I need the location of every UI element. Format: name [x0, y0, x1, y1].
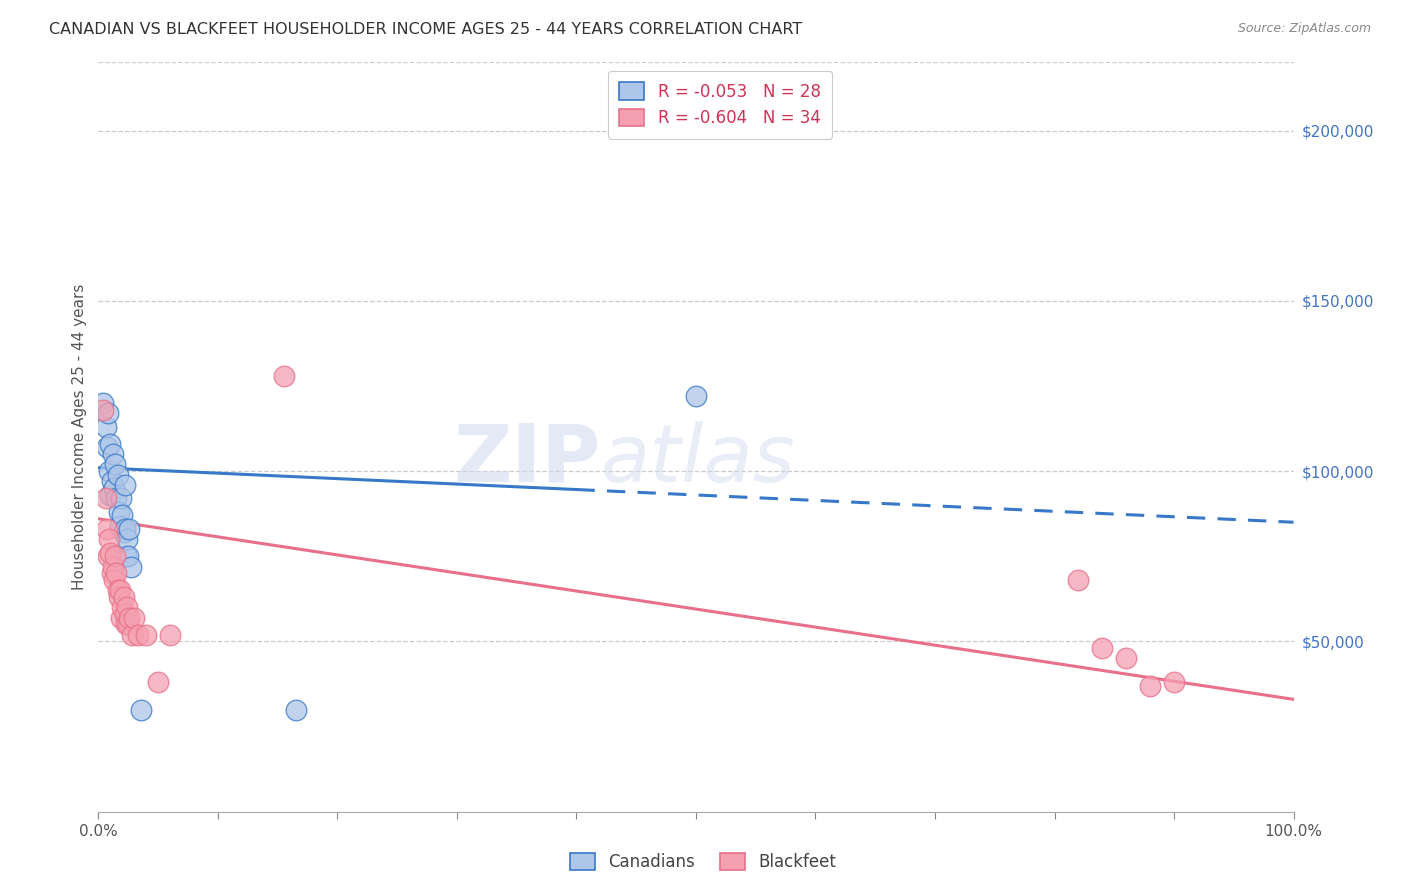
Point: [97, 406, 120, 420]
Point: [685, 389, 707, 403]
Point: [108, 583, 131, 598]
Point: [112, 590, 135, 604]
Point: [104, 549, 127, 564]
Point: [98, 546, 122, 560]
Point: [1091, 641, 1114, 656]
Point: [107, 467, 129, 482]
Point: [94, 491, 117, 506]
Point: [103, 481, 125, 495]
Point: [91, 402, 114, 417]
Point: [91, 396, 114, 410]
Point: [96, 440, 118, 454]
Point: [98, 437, 122, 451]
Point: [1115, 651, 1137, 665]
Point: [115, 617, 138, 632]
Point: [100, 475, 122, 489]
Y-axis label: Householder Income Ages 25 - 44 years: Householder Income Ages 25 - 44 years: [72, 284, 87, 591]
Point: [103, 573, 125, 587]
Point: [1139, 679, 1161, 693]
Point: [115, 600, 138, 615]
Point: [124, 610, 146, 624]
Point: [127, 627, 149, 641]
Point: [96, 522, 118, 536]
Point: [148, 675, 170, 690]
Point: [107, 583, 129, 598]
Point: [114, 477, 136, 491]
Point: [101, 447, 124, 461]
Point: [284, 702, 307, 716]
Point: [107, 590, 129, 604]
Point: [1067, 573, 1090, 587]
Text: ZIP: ZIP: [453, 420, 600, 499]
Point: [118, 610, 141, 624]
Point: [105, 491, 128, 506]
Point: [108, 518, 131, 533]
Legend: R = -0.053   N = 28, R = -0.604   N = 34: R = -0.053 N = 28, R = -0.604 N = 34: [607, 70, 832, 139]
Point: [94, 420, 117, 434]
Point: [118, 522, 141, 536]
Point: [120, 559, 142, 574]
Point: [110, 491, 132, 506]
Point: [101, 559, 124, 574]
Text: CANADIAN VS BLACKFEET HOUSEHOLDER INCOME AGES 25 - 44 YEARS CORRELATION CHART: CANADIAN VS BLACKFEET HOUSEHOLDER INCOME…: [49, 22, 803, 37]
Point: [111, 508, 134, 523]
Point: [115, 549, 138, 564]
Point: [110, 610, 132, 624]
Point: [135, 627, 157, 641]
Point: [117, 549, 139, 564]
Point: [100, 566, 122, 581]
Point: [98, 533, 121, 547]
Point: [98, 464, 121, 478]
Point: [131, 702, 153, 716]
Point: [104, 458, 127, 472]
Point: [114, 607, 136, 622]
Point: [112, 525, 135, 540]
Point: [273, 368, 295, 383]
Point: [105, 566, 128, 581]
Point: [159, 627, 181, 641]
Point: [107, 505, 129, 519]
Point: [115, 533, 138, 547]
Point: [1163, 675, 1185, 690]
Point: [121, 627, 143, 641]
Point: [97, 549, 120, 564]
Point: [117, 617, 139, 632]
Point: [111, 600, 134, 615]
Text: atlas: atlas: [600, 420, 796, 499]
Legend: Canadians, Blackfeet: Canadians, Blackfeet: [561, 845, 845, 880]
Point: [98, 488, 122, 502]
Text: Source: ZipAtlas.com: Source: ZipAtlas.com: [1237, 22, 1371, 36]
Point: [114, 522, 136, 536]
